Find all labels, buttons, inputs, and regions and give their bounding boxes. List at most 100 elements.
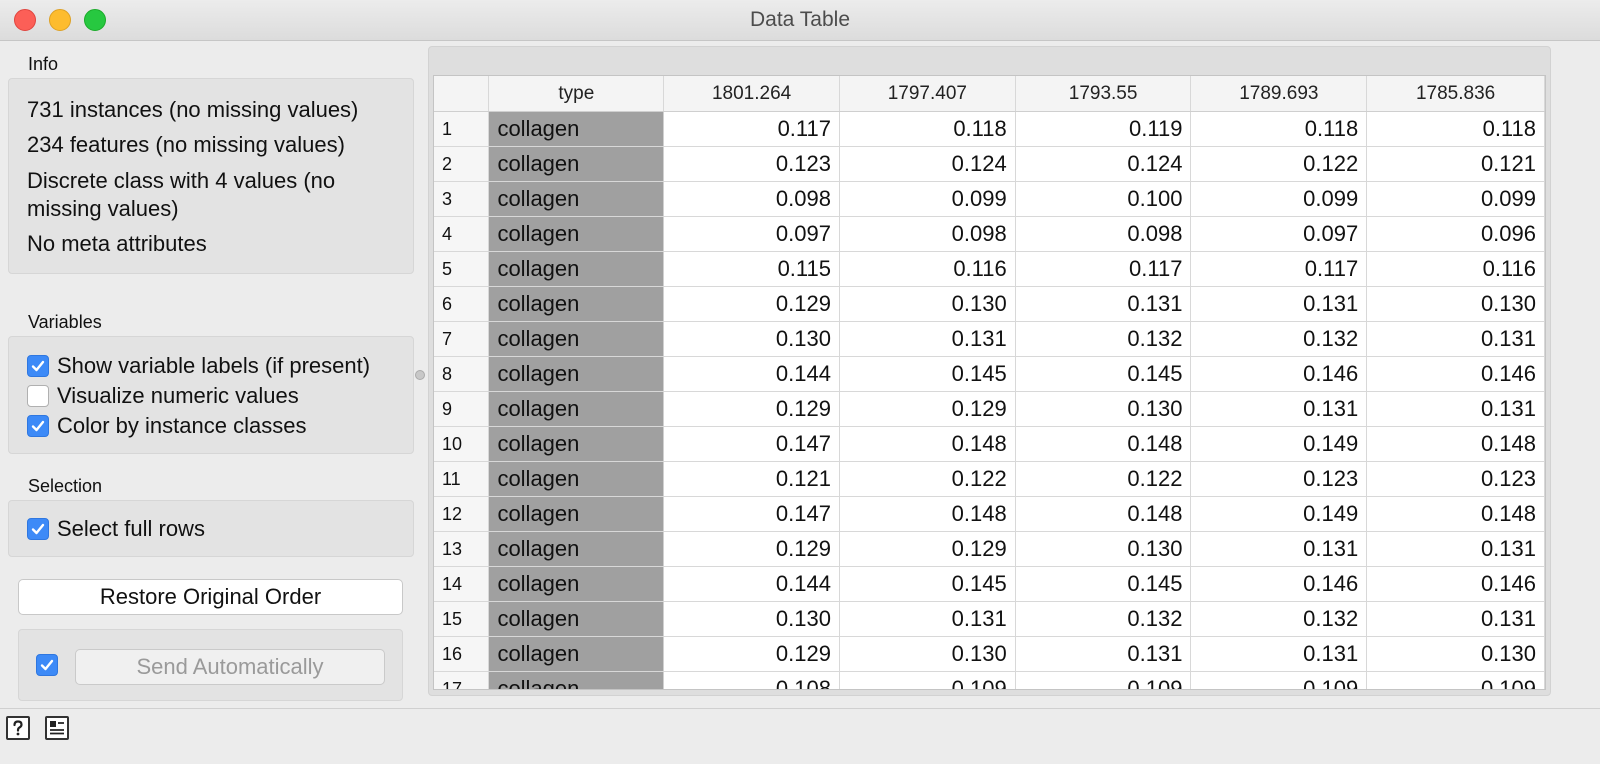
splitter-handle[interactable] <box>415 370 425 380</box>
value-cell[interactable]: 0.148 <box>1366 496 1545 532</box>
color-by-class-checkbox[interactable] <box>27 415 49 437</box>
value-cell[interactable]: 0.119 <box>1015 111 1192 147</box>
class-cell[interactable]: collagen <box>488 461 665 497</box>
value-cell[interactable]: 0.116 <box>839 251 1016 287</box>
row-number[interactable]: 14 <box>434 566 490 602</box>
value-cell[interactable]: 0.116 <box>1366 251 1545 287</box>
class-cell[interactable]: collagen <box>488 251 665 287</box>
value-cell[interactable]: 0.117 <box>1190 251 1368 287</box>
value-cell[interactable]: 0.131 <box>1190 636 1368 672</box>
value-cell[interactable]: 0.148 <box>1015 426 1192 462</box>
table-row[interactable]: 16 collagen 0.129 0.130 0.131 0.131 0.130 <box>434 636 1545 672</box>
value-cell[interactable]: 0.149 <box>1190 496 1368 532</box>
value-cell[interactable]: 0.124 <box>1015 146 1192 182</box>
value-cell[interactable]: 0.132 <box>1015 601 1192 637</box>
value-cell[interactable]: 0.100 <box>1015 181 1192 217</box>
value-cell[interactable]: 0.098 <box>663 181 840 217</box>
send-automatically-button[interactable]: Send Automatically <box>75 649 385 685</box>
send-automatically-checkbox[interactable] <box>36 654 58 676</box>
table-row[interactable]: 9 collagen 0.129 0.129 0.130 0.131 0.131 <box>434 391 1545 427</box>
class-cell[interactable]: collagen <box>488 671 665 689</box>
row-number[interactable]: 11 <box>434 461 490 497</box>
table-row[interactable]: 14 collagen 0.144 0.145 0.145 0.146 0.146 <box>434 566 1545 602</box>
table-row[interactable]: 11 collagen 0.121 0.122 0.122 0.123 0.123 <box>434 461 1545 497</box>
close-window-button[interactable] <box>14 9 36 31</box>
row-number[interactable]: 13 <box>434 531 490 567</box>
value-cell[interactable]: 0.097 <box>1190 216 1368 252</box>
value-cell[interactable]: 0.131 <box>1190 391 1368 427</box>
column-header[interactable]: 1785.836 <box>1366 76 1545 112</box>
table-row[interactable]: 7 collagen 0.130 0.131 0.132 0.132 0.131 <box>434 321 1545 357</box>
column-header[interactable]: 1793.55 <box>1015 76 1192 112</box>
table-row[interactable]: 3 collagen 0.098 0.099 0.100 0.099 0.099 <box>434 181 1545 217</box>
value-cell[interactable]: 0.129 <box>839 391 1016 427</box>
value-cell[interactable]: 0.146 <box>1190 356 1368 392</box>
row-number[interactable]: 6 <box>434 286 490 322</box>
row-number[interactable]: 15 <box>434 601 490 637</box>
value-cell[interactable]: 0.099 <box>839 181 1016 217</box>
table-row[interactable]: 4 collagen 0.097 0.098 0.098 0.097 0.096 <box>434 216 1545 252</box>
row-number[interactable]: 8 <box>434 356 490 392</box>
value-cell[interactable]: 0.131 <box>839 601 1016 637</box>
value-cell[interactable]: 0.145 <box>839 356 1016 392</box>
value-cell[interactable]: 0.117 <box>1015 251 1192 287</box>
column-header[interactable]: 1789.693 <box>1190 76 1368 112</box>
value-cell[interactable]: 0.130 <box>1366 286 1545 322</box>
value-cell[interactable]: 0.148 <box>839 496 1016 532</box>
table-row[interactable]: 2 collagen 0.123 0.124 0.124 0.122 0.121 <box>434 146 1545 182</box>
value-cell[interactable]: 0.121 <box>663 461 840 497</box>
value-cell[interactable]: 0.118 <box>839 111 1016 147</box>
visualize-numeric-checkbox[interactable] <box>27 385 49 407</box>
value-cell[interactable]: 0.130 <box>1015 531 1192 567</box>
table-row[interactable]: 1 collagen 0.117 0.118 0.119 0.118 0.118 <box>434 111 1545 147</box>
table-row[interactable]: 12 collagen 0.147 0.148 0.148 0.149 0.148 <box>434 496 1545 532</box>
value-cell[interactable]: 0.123 <box>1190 461 1368 497</box>
value-cell[interactable]: 0.098 <box>839 216 1016 252</box>
value-cell[interactable]: 0.131 <box>1366 531 1545 567</box>
value-cell[interactable]: 0.109 <box>1015 671 1192 689</box>
value-cell[interactable]: 0.122 <box>1190 146 1368 182</box>
select-full-rows-checkbox[interactable] <box>27 518 49 540</box>
value-cell[interactable]: 0.130 <box>1015 391 1192 427</box>
class-cell[interactable]: collagen <box>488 601 665 637</box>
value-cell[interactable]: 0.145 <box>1015 566 1192 602</box>
value-cell[interactable]: 0.122 <box>839 461 1016 497</box>
class-cell[interactable]: collagen <box>488 391 665 427</box>
class-cell[interactable]: collagen <box>488 496 665 532</box>
class-cell[interactable]: collagen <box>488 181 665 217</box>
value-cell[interactable]: 0.146 <box>1190 566 1368 602</box>
table-row[interactable]: 17 collagen 0.108 0.109 0.109 0.109 0.109 <box>434 671 1545 689</box>
row-number[interactable]: 5 <box>434 251 490 287</box>
value-cell[interactable]: 0.146 <box>1366 356 1545 392</box>
value-cell[interactable]: 0.132 <box>1190 321 1368 357</box>
data-table-view[interactable]: type 1801.264 1797.407 1793.55 1789.693 … <box>433 75 1546 690</box>
value-cell[interactable]: 0.129 <box>839 531 1016 567</box>
value-cell[interactable]: 0.131 <box>1366 321 1545 357</box>
value-cell[interactable]: 0.121 <box>1366 146 1545 182</box>
column-header[interactable]: 1797.407 <box>839 76 1016 112</box>
value-cell[interactable]: 0.148 <box>1366 426 1545 462</box>
value-cell[interactable]: 0.144 <box>663 356 840 392</box>
value-cell[interactable]: 0.132 <box>1015 321 1192 357</box>
value-cell[interactable]: 0.123 <box>1366 461 1545 497</box>
value-cell[interactable]: 0.129 <box>663 531 840 567</box>
value-cell[interactable]: 0.149 <box>1190 426 1368 462</box>
row-number[interactable]: 7 <box>434 321 490 357</box>
value-cell[interactable]: 0.147 <box>663 496 840 532</box>
value-cell[interactable]: 0.118 <box>1190 111 1368 147</box>
color-by-class-option[interactable]: Color by instance classes <box>27 411 306 441</box>
value-cell[interactable]: 0.108 <box>663 671 840 689</box>
row-number[interactable]: 2 <box>434 146 490 182</box>
value-cell[interactable]: 0.148 <box>1015 496 1192 532</box>
value-cell[interactable]: 0.131 <box>1015 286 1192 322</box>
zoom-window-button[interactable] <box>84 9 106 31</box>
value-cell[interactable]: 0.129 <box>663 391 840 427</box>
value-cell[interactable]: 0.129 <box>663 286 840 322</box>
value-cell[interactable]: 0.109 <box>1190 671 1368 689</box>
value-cell[interactable]: 0.148 <box>839 426 1016 462</box>
value-cell[interactable]: 0.144 <box>663 566 840 602</box>
value-cell[interactable]: 0.117 <box>663 111 840 147</box>
value-cell[interactable]: 0.131 <box>1015 636 1192 672</box>
table-row[interactable]: 10 collagen 0.147 0.148 0.148 0.149 0.148 <box>434 426 1545 462</box>
value-cell[interactable]: 0.124 <box>839 146 1016 182</box>
